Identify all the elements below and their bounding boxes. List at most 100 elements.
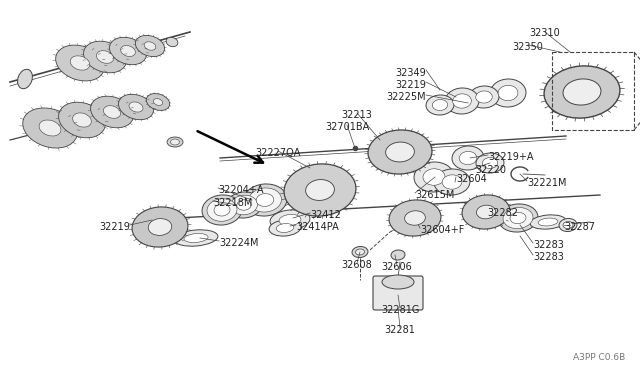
Ellipse shape [109,37,147,65]
Text: 32224M: 32224M [219,238,259,248]
Ellipse shape [389,200,441,236]
Text: 32281: 32281 [385,325,415,335]
Ellipse shape [132,207,188,247]
Ellipse shape [386,142,414,162]
Text: A3PP C0.6B: A3PP C0.6B [573,353,625,362]
Ellipse shape [207,199,237,221]
Ellipse shape [476,91,492,103]
Ellipse shape [426,95,454,115]
FancyArrowPatch shape [198,131,263,163]
Ellipse shape [23,108,77,148]
Ellipse shape [563,79,601,105]
Ellipse shape [483,157,498,169]
Ellipse shape [284,164,356,216]
Ellipse shape [147,93,170,110]
Ellipse shape [202,195,242,225]
Ellipse shape [559,218,577,231]
Ellipse shape [256,193,274,206]
Ellipse shape [70,56,90,70]
Text: 32349: 32349 [396,68,426,78]
Ellipse shape [510,212,526,224]
Ellipse shape [498,204,538,232]
Ellipse shape [306,180,334,201]
Ellipse shape [503,208,533,228]
Ellipse shape [276,224,294,232]
Text: 32608: 32608 [342,260,372,270]
Text: 32227QA: 32227QA [255,148,301,158]
Text: 32310: 32310 [530,28,561,38]
Text: 32225M: 32225M [387,92,426,102]
Ellipse shape [214,204,230,216]
Ellipse shape [544,66,620,118]
Text: 32218M: 32218M [213,198,252,208]
Text: 32287: 32287 [564,222,595,232]
Ellipse shape [17,69,33,89]
Ellipse shape [148,219,172,235]
Ellipse shape [226,192,262,218]
Ellipse shape [445,88,479,114]
Ellipse shape [404,211,426,225]
Text: 32219: 32219 [395,80,426,90]
Ellipse shape [243,184,287,216]
Text: 32414PA: 32414PA [296,222,339,232]
Text: 32615M: 32615M [415,190,454,200]
Ellipse shape [230,195,257,215]
Ellipse shape [469,86,499,108]
Ellipse shape [104,106,120,118]
Text: 32283: 32283 [533,252,564,262]
Text: 32283: 32283 [533,240,564,250]
Text: 32219+A: 32219+A [488,152,534,162]
Text: 32282: 32282 [487,208,518,218]
Ellipse shape [355,249,365,255]
Ellipse shape [136,35,164,57]
Ellipse shape [476,153,504,173]
Ellipse shape [84,41,127,73]
Ellipse shape [382,275,414,289]
Ellipse shape [72,113,92,127]
Ellipse shape [270,210,310,230]
Ellipse shape [414,162,454,192]
Ellipse shape [91,96,133,128]
Ellipse shape [391,250,405,260]
Text: 32701BA: 32701BA [325,122,369,132]
Text: 32281G: 32281G [381,305,419,315]
Ellipse shape [530,215,566,229]
Ellipse shape [166,37,178,46]
Ellipse shape [184,234,208,243]
Text: 32219: 32219 [99,222,130,232]
Ellipse shape [352,247,368,257]
Ellipse shape [476,205,495,219]
Text: 32350: 32350 [513,42,543,52]
Ellipse shape [434,169,470,195]
Ellipse shape [490,79,526,107]
Ellipse shape [423,169,445,185]
Ellipse shape [269,220,301,236]
Ellipse shape [154,99,163,105]
Ellipse shape [452,94,471,108]
Ellipse shape [498,85,518,101]
Ellipse shape [56,45,104,81]
Text: 32606: 32606 [381,262,412,272]
Ellipse shape [432,99,448,110]
Ellipse shape [174,230,218,246]
Ellipse shape [279,214,301,225]
Ellipse shape [39,120,61,136]
Ellipse shape [118,94,154,120]
Text: 32221M: 32221M [527,178,566,188]
Ellipse shape [167,137,183,147]
Ellipse shape [538,218,558,226]
Ellipse shape [248,188,282,212]
Ellipse shape [442,175,462,189]
Text: 32412: 32412 [310,210,341,220]
Ellipse shape [460,151,477,164]
Text: 32220: 32220 [475,165,506,175]
Ellipse shape [129,102,143,112]
FancyBboxPatch shape [373,276,423,310]
Ellipse shape [549,91,565,113]
Ellipse shape [120,45,136,57]
Ellipse shape [452,146,484,170]
Text: 32204+A: 32204+A [218,185,264,195]
Text: 32213: 32213 [342,110,372,120]
Ellipse shape [237,200,251,210]
Ellipse shape [462,195,510,229]
